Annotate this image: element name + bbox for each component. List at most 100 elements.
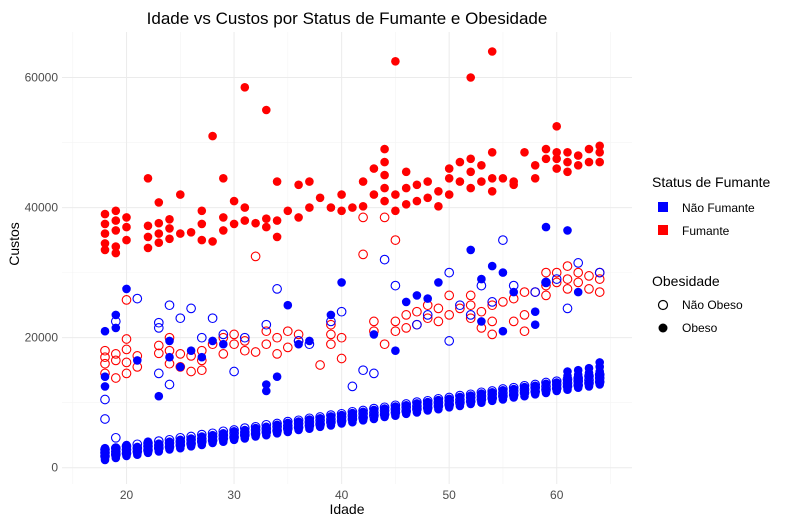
fumante-nao-obeso-point [412,306,422,317]
nao-fumante-nao-obeso-point [519,388,530,398]
fumante-nao-obeso-point [100,358,110,369]
nao-fumante-nao-obeso-point [573,258,584,268]
legend-swatch-nao-fumante [658,202,668,212]
nao-fumante-nao-obeso-point [110,443,121,454]
fumante-nao-obeso-point [519,287,530,297]
fumante-obeso-point [530,161,540,170]
fumante-nao-obeso-point [519,326,530,337]
fumante-obeso-point [434,202,443,211]
nao-fumante-nao-obeso-point [390,400,401,411]
nao-fumante-nao-obeso-point [444,399,455,410]
fumante-obeso-point [530,174,540,183]
fumante-obeso-point [552,154,561,164]
nao-fumante-nao-obeso-point [369,407,379,418]
fumante-nao-obeso-point [293,329,304,340]
fumante-nao-obeso-point [326,339,336,350]
fumante-nao-obeso-point [336,353,347,364]
nao-fumante-obeso-point [111,310,121,320]
fumante-nao-obeso-point [487,329,498,340]
fumante-nao-obeso-point [229,329,239,340]
fumante-nao-obeso-point [315,360,325,370]
nao-fumante-nao-obeso-point [498,391,508,402]
nao-fumante-nao-obeso-point [390,404,401,415]
nao-fumante-nao-obeso-point [229,366,239,377]
legend-color-title: Status de Fumante [652,174,771,190]
fumante-obeso-point [326,203,336,212]
fumante-nao-obeso-point [476,306,487,317]
nao-fumante-nao-obeso-point [530,386,541,397]
nao-fumante-nao-obeso-point [562,381,573,392]
fumante-obeso-point [165,224,174,233]
nao-fumante-nao-obeso-point [358,365,368,376]
fumante-nao-obeso-point [433,303,444,314]
nao-fumante-nao-obeso-point [110,316,121,327]
nao-fumante-nao-obeso-point [551,376,562,387]
nao-fumante-nao-obeso-point [250,421,261,432]
fumante-obeso-point [262,222,271,232]
nao-fumante-obeso-point [305,336,314,346]
nao-fumante-obeso-point [197,432,207,441]
nao-fumante-nao-obeso-point [379,405,390,416]
nao-fumante-nao-obeso-point [239,423,250,433]
nao-fumante-nao-obeso-point [218,433,229,444]
nao-fumante-nao-obeso-point [336,306,347,317]
fumante-obeso-point [262,105,271,115]
nao-fumante-obeso-point [563,367,572,376]
x-tick-label: 20 [120,488,134,502]
nao-fumante-nao-obeso-point [261,319,272,330]
fumante-nao-obeso-point [100,352,110,363]
nao-fumante-nao-obeso-point [196,429,207,440]
fumante-obeso-point [401,167,411,177]
nao-fumante-nao-obeso-point [444,267,455,278]
fumante-nao-obeso-point [562,261,573,271]
legend-shape-title: Obesidade [652,273,720,289]
nao-fumante-nao-obeso-point [369,403,379,414]
nao-fumante-obeso-point [262,380,271,389]
nao-fumante-nao-obeso-point [261,419,272,430]
fumante-nao-obeso-point [121,334,132,344]
fumante-obeso-point [552,122,561,131]
nao-fumante-obeso-point [563,226,572,235]
nao-fumante-nao-obeso-point [530,287,541,297]
fumante-nao-obeso-point [487,316,498,327]
nao-fumante-nao-obeso-point [455,300,465,311]
nao-fumante-nao-obeso-point [336,408,347,419]
nao-fumante-nao-obeso-point [218,426,229,437]
fumante-obeso-point [573,151,583,160]
nao-fumante-nao-obeso-point [573,376,584,387]
nao-fumante-nao-obeso-point [229,425,239,435]
nao-fumante-nao-obeso-point [551,274,562,284]
y-tick-label: 20000 [25,331,59,345]
fumante-nao-obeso-point [444,310,455,320]
y-tick-label: 60000 [25,71,59,85]
nao-fumante-nao-obeso-point [541,381,551,392]
fumante-obeso-point [186,228,196,237]
fumante-nao-obeso-point [573,267,584,278]
nao-fumante-obeso-point [434,278,443,287]
nao-fumante-nao-obeso-point [594,377,605,387]
nao-fumante-nao-obeso-point [153,368,164,379]
legend-swatch-nao-obeso [657,299,669,311]
x-axis-title: Idade [329,501,364,517]
nao-fumante-nao-obeso-point [541,384,551,395]
fumante-obeso-point [111,206,121,216]
nao-fumante-nao-obeso-point [239,332,250,343]
nao-fumante-obeso-point [219,339,228,349]
nao-fumante-obeso-point [498,326,508,336]
fumante-obeso-point [444,174,454,183]
fumante-obeso-point [315,193,325,203]
fumante-obeso-point [229,219,239,229]
nao-fumante-nao-obeso-point [164,300,175,311]
nao-fumante-nao-obeso-point [412,319,422,330]
nao-fumante-obeso-point [294,339,303,349]
fumante-obeso-point [176,229,185,238]
fumante-obeso-point [111,216,121,225]
nao-fumante-nao-obeso-point [272,418,282,429]
nao-fumante-nao-obeso-point [250,429,261,439]
fumante-nao-obeso-point [239,336,250,346]
nao-fumante-nao-obeso-point [455,390,465,401]
nao-fumante-nao-obeso-point [412,404,422,415]
fumante-obeso-point [369,190,379,199]
nao-fumante-obeso-point [208,336,217,346]
nao-fumante-nao-obeso-point [261,423,272,434]
